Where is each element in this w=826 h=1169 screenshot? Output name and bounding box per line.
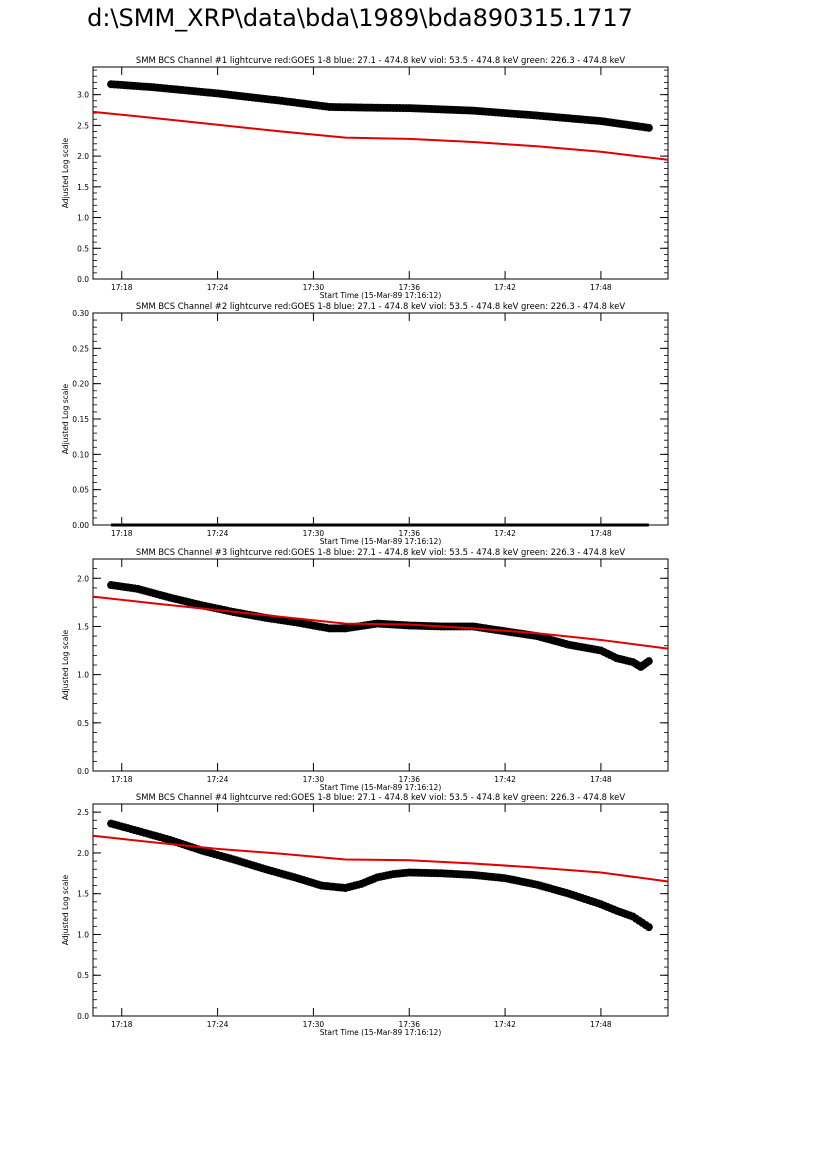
y-axis-label: Adjusted Log scale xyxy=(61,383,70,454)
chart-title: SMM BCS Channel #1 lightcurve red:GOES 1… xyxy=(136,55,625,65)
y-tick-label: 1.0 xyxy=(77,671,89,680)
y-tick-label: 1.0 xyxy=(77,214,89,223)
y-tick-label: 2.0 xyxy=(77,152,89,161)
plot-frame xyxy=(92,312,669,526)
y-tick-label: 2.5 xyxy=(77,808,89,817)
x-tick-label: 17:42 xyxy=(494,1020,516,1029)
x-tick-label: 17:36 xyxy=(398,283,420,292)
y-tick-label: 3.0 xyxy=(77,91,89,100)
x-axis-label: Start Time (15-Mar-89 17:16:12) xyxy=(320,783,442,792)
y-tick-label: 2.0 xyxy=(77,849,89,858)
x-tick-label: 17:48 xyxy=(590,1020,612,1029)
y-tick-label: 1.0 xyxy=(77,930,89,939)
y-tick-label: 0.0 xyxy=(77,275,89,284)
y-tick-label: 0.00 xyxy=(72,521,89,530)
plot-frame xyxy=(92,66,669,280)
y-tick-label: 2.5 xyxy=(77,121,89,130)
y-tick-label: 0.25 xyxy=(72,344,89,353)
x-tick-label: 17:48 xyxy=(590,529,612,538)
y-axis-label: Adjusted Log scale xyxy=(61,874,70,945)
y-tick-label: 0.5 xyxy=(77,719,89,728)
x-tick-label: 17:42 xyxy=(494,529,516,538)
y-tick-label: 0.0 xyxy=(77,767,89,776)
series-line xyxy=(92,834,669,883)
x-tick-label: 17:24 xyxy=(207,529,229,538)
x-tick-label: 17:24 xyxy=(207,283,229,292)
y-tick-label: 0.05 xyxy=(72,486,89,495)
plot-frame xyxy=(92,803,669,1017)
x-tick-label: 17:30 xyxy=(303,1020,325,1029)
y-tick-label: 0.5 xyxy=(77,971,89,980)
x-axis-label: Start Time (15-Mar-89 17:16:12) xyxy=(320,291,442,300)
y-tick-label: 0.20 xyxy=(72,380,89,389)
y-axis-label: Adjusted Log scale xyxy=(61,137,70,208)
x-axis-label: Start Time (15-Mar-89 17:16:12) xyxy=(320,1028,442,1037)
chart-title: SMM BCS Channel #3 lightcurve red:GOES 1… xyxy=(136,547,625,557)
y-tick-label: 1.5 xyxy=(77,890,89,899)
x-tick-label: 17:24 xyxy=(207,775,229,784)
chart-title: SMM BCS Channel #2 lightcurve red:GOES 1… xyxy=(136,301,625,311)
x-tick-label: 17:18 xyxy=(111,283,133,292)
series-line xyxy=(92,110,669,161)
y-tick-label: 0.10 xyxy=(72,450,89,459)
x-tick-label: 17:48 xyxy=(590,283,612,292)
x-tick-label: 17:42 xyxy=(494,775,516,784)
x-tick-label: 17:30 xyxy=(303,283,325,292)
y-tick-label: 0.15 xyxy=(72,415,89,424)
series-line xyxy=(92,595,669,650)
y-axis-label: Adjusted Log scale xyxy=(61,629,70,700)
x-axis-label: Start Time (15-Mar-89 17:16:12) xyxy=(320,537,442,546)
y-tick-label: 1.5 xyxy=(77,622,89,631)
page-title: d:\SMM_XRP\data\bda\1989\bda890315.1717 xyxy=(87,4,633,32)
x-tick-label: 17:18 xyxy=(111,1020,133,1029)
x-tick-label: 17:18 xyxy=(111,775,133,784)
x-tick-label: 17:30 xyxy=(303,775,325,784)
x-tick-label: 17:36 xyxy=(398,775,420,784)
x-tick-label: 17:24 xyxy=(207,1020,229,1029)
x-tick-label: 17:18 xyxy=(111,529,133,538)
x-tick-label: 17:48 xyxy=(590,775,612,784)
x-tick-label: 17:36 xyxy=(398,1020,420,1029)
data-point xyxy=(644,657,653,666)
plot-frame xyxy=(92,558,669,772)
y-tick-label: 1.5 xyxy=(77,183,89,192)
y-tick-label: 2.0 xyxy=(77,574,89,583)
data-point xyxy=(644,123,653,132)
x-tick-label: 17:30 xyxy=(303,529,325,538)
y-tick-label: 0.5 xyxy=(77,244,89,253)
chart-title: SMM BCS Channel #4 lightcurve red:GOES 1… xyxy=(136,792,625,802)
x-tick-label: 17:42 xyxy=(494,283,516,292)
data-point xyxy=(644,923,653,932)
x-tick-label: 17:36 xyxy=(398,529,420,538)
y-tick-label: 0.30 xyxy=(72,309,89,318)
y-tick-label: 0.0 xyxy=(77,1012,89,1021)
